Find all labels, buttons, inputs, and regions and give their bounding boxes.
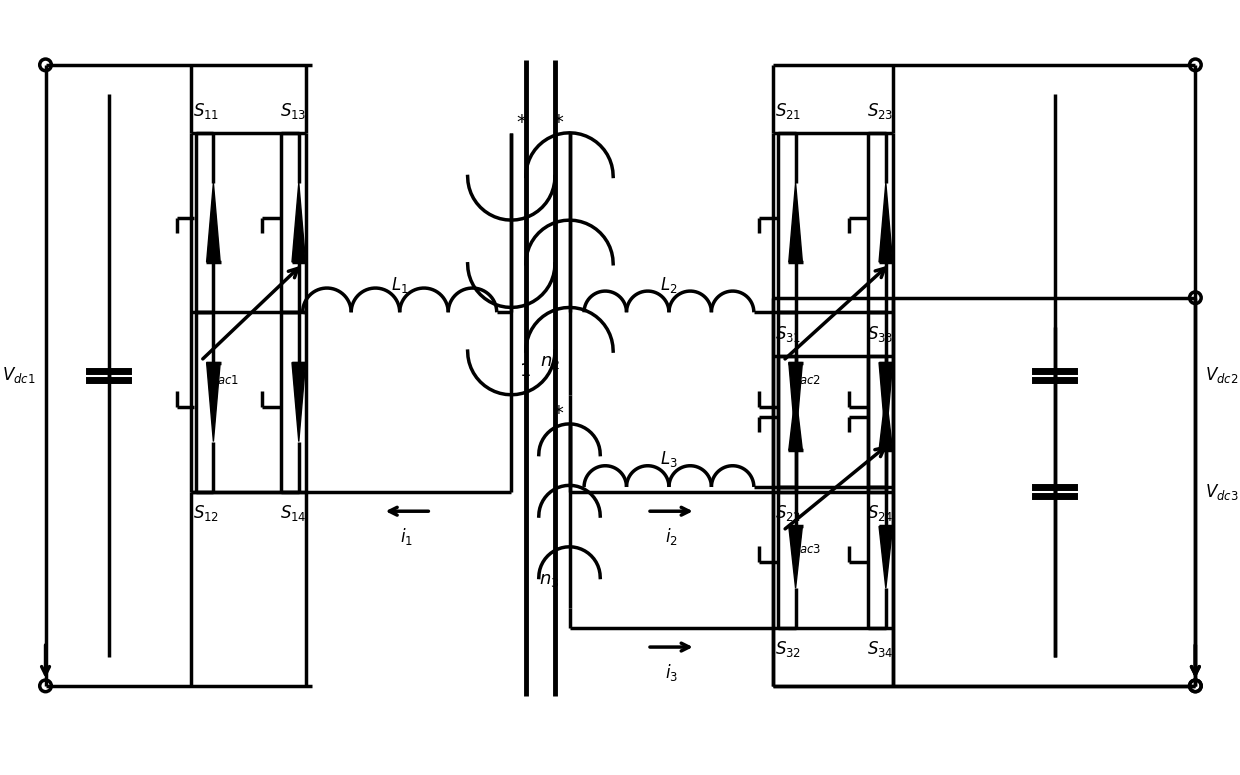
Text: $S_{13}$: $S_{13}$ xyxy=(280,102,306,121)
Text: $V_{ac3}$: $V_{ac3}$ xyxy=(787,536,821,556)
Text: $S_{14}$: $S_{14}$ xyxy=(280,504,308,523)
Text: $n_2$: $n_2$ xyxy=(539,353,559,370)
Polygon shape xyxy=(789,526,802,588)
Text: $S_{31}$: $S_{31}$ xyxy=(775,324,801,344)
Text: $S_{21}$: $S_{21}$ xyxy=(775,102,801,121)
Polygon shape xyxy=(879,183,893,262)
Text: $S_{34}$: $S_{34}$ xyxy=(868,639,894,660)
Text: $L_2$: $L_2$ xyxy=(660,275,678,294)
Text: $i_1$: $i_1$ xyxy=(401,525,413,547)
Text: $i_3$: $i_3$ xyxy=(665,662,678,683)
Text: $S_{24}$: $S_{24}$ xyxy=(868,504,894,523)
Text: $L_3$: $L_3$ xyxy=(660,449,678,470)
Text: $1$: $1$ xyxy=(520,362,531,381)
Text: $S_{12}$: $S_{12}$ xyxy=(193,504,219,523)
Polygon shape xyxy=(879,363,893,442)
Polygon shape xyxy=(789,363,802,442)
Text: $S_{11}$: $S_{11}$ xyxy=(193,102,219,121)
Polygon shape xyxy=(207,363,221,442)
Polygon shape xyxy=(789,393,802,450)
Text: $S_{33}$: $S_{33}$ xyxy=(868,324,894,344)
Text: $V_{dc3}$: $V_{dc3}$ xyxy=(1205,482,1239,501)
Text: $L_1$: $L_1$ xyxy=(391,275,408,294)
Polygon shape xyxy=(291,183,305,262)
Text: $*$: $*$ xyxy=(516,111,527,130)
Polygon shape xyxy=(207,183,221,262)
Polygon shape xyxy=(879,393,893,450)
Text: $S_{22}$: $S_{22}$ xyxy=(775,504,801,523)
Text: $V_{dc1}$: $V_{dc1}$ xyxy=(2,365,36,385)
Polygon shape xyxy=(291,363,305,442)
Text: $V_{dc2}$: $V_{dc2}$ xyxy=(1205,365,1239,385)
Text: $n_3$: $n_3$ xyxy=(539,571,559,589)
Text: $*$: $*$ xyxy=(553,111,564,130)
Polygon shape xyxy=(879,526,893,588)
Polygon shape xyxy=(789,183,802,262)
Text: $V_{ac2}$: $V_{ac2}$ xyxy=(787,366,821,386)
Text: $S_{23}$: $S_{23}$ xyxy=(868,102,894,121)
Text: $S_{32}$: $S_{32}$ xyxy=(775,639,801,660)
Text: $V_{ac1}$: $V_{ac1}$ xyxy=(206,366,239,386)
Text: $i_2$: $i_2$ xyxy=(665,525,678,547)
Text: $*$: $*$ xyxy=(553,402,564,421)
